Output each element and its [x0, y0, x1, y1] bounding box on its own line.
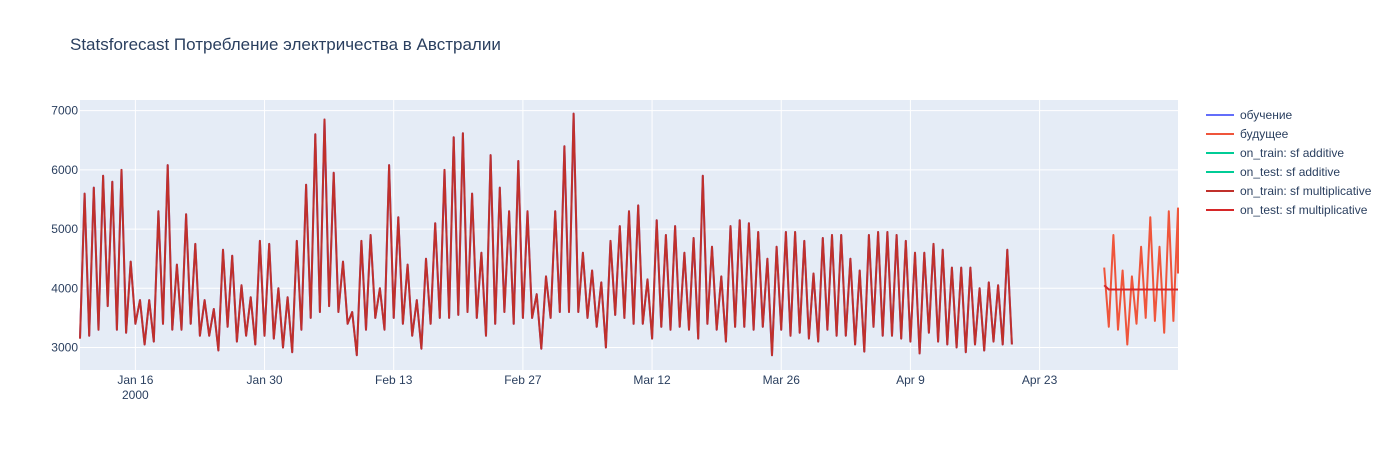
y-tick-label: 7000	[51, 104, 78, 118]
x-tick-label: Jan 30	[247, 373, 283, 387]
legend-label: on_test: sf additive	[1240, 165, 1340, 179]
legend-item[interactable]: on_train: sf multiplicative	[1206, 184, 1372, 198]
legend-item[interactable]: on_train: sf additive	[1206, 146, 1344, 160]
legend-item[interactable]: on_test: sf additive	[1206, 165, 1340, 179]
y-tick-label: 4000	[51, 281, 78, 295]
series-line-5	[1103, 284, 1178, 291]
y-tick-label: 5000	[51, 222, 78, 236]
legend-item[interactable]: будущее	[1206, 127, 1289, 141]
series-line-1	[1103, 207, 1179, 346]
y-axis: 3000 4000 5000 6000 7000	[51, 104, 78, 355]
legend-label: on_test: sf multiplicative	[1240, 203, 1368, 217]
x-tick-label: Apr 9	[896, 373, 925, 387]
series-line-4	[79, 112, 1013, 357]
legend[interactable]: обучение будущее on_train: sf additive on_t…	[1206, 108, 1372, 217]
x-tick-label: Mar 12	[633, 373, 671, 387]
x-tick-label: Apr 23	[1022, 373, 1058, 387]
series-layer	[79, 112, 1179, 357]
legend-item[interactable]: обучение	[1206, 108, 1293, 122]
x-tick-sublabel: 2000	[122, 388, 149, 402]
y-tick-label: 6000	[51, 163, 78, 177]
x-tick-label: Feb 13	[375, 373, 413, 387]
chart-title: Statsforecast Потребление электричества …	[70, 35, 501, 54]
legend-item[interactable]: on_test: sf multiplicative	[1206, 203, 1368, 217]
legend-label: обучение	[1240, 108, 1293, 122]
legend-label: on_train: sf additive	[1240, 146, 1344, 160]
x-tick-label: Jan 16	[117, 373, 153, 387]
x-tick-label: Mar 26	[763, 373, 801, 387]
legend-label: будущее	[1240, 127, 1289, 141]
y-tick-label: 3000	[51, 341, 78, 355]
legend-label: on_train: sf multiplicative	[1240, 184, 1372, 198]
x-tick-label: Feb 27	[504, 373, 542, 387]
